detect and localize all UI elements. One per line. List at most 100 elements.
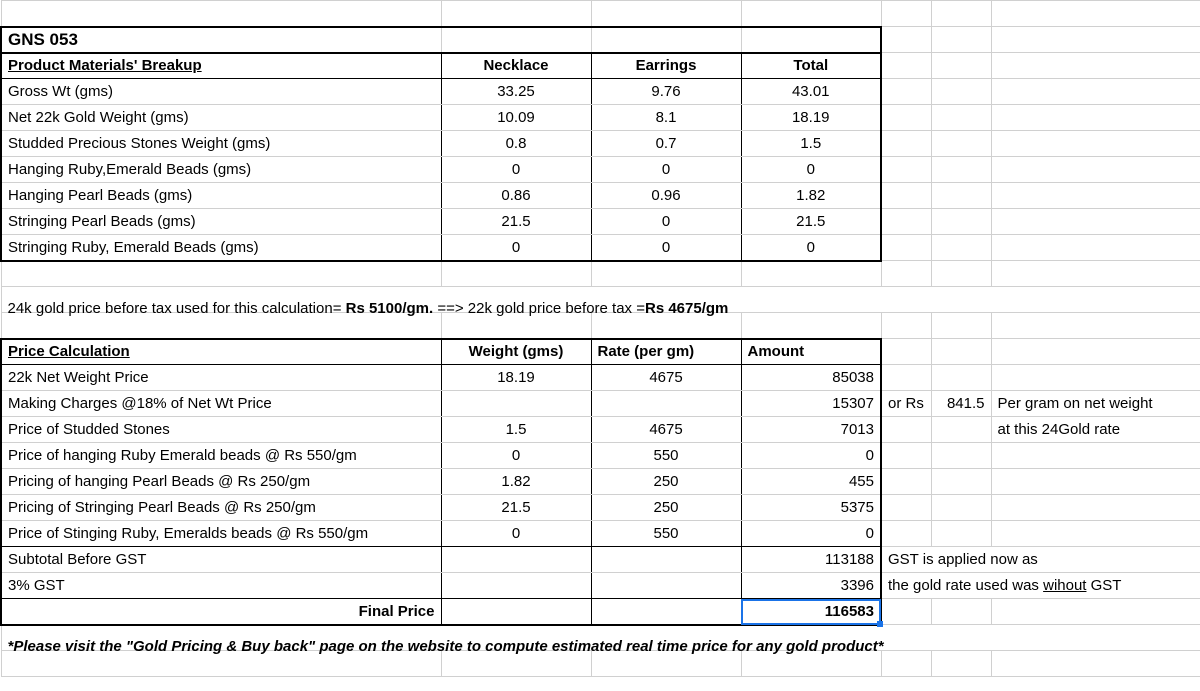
val[interactable]: 1.82 xyxy=(741,183,881,209)
label[interactable]: Price of Stinging Ruby, Emeralds beads @… xyxy=(1,521,441,547)
table-row: Hanging Pearl Beads (gms) 0.86 0.96 1.82 xyxy=(1,183,1200,209)
price-header-label[interactable]: Price Calculation xyxy=(1,339,441,365)
val[interactable]: 5375 xyxy=(741,495,881,521)
gold-note-cell[interactable]: 24k gold price before tax used for this … xyxy=(1,287,1200,313)
val[interactable]: 18.19 xyxy=(741,105,881,131)
val[interactable]: 1.5 xyxy=(741,131,881,157)
materials-col-earrings[interactable]: Earrings xyxy=(591,53,741,79)
val[interactable]: 0 xyxy=(741,235,881,261)
val[interactable]: 0 xyxy=(591,157,741,183)
val[interactable]: 0 xyxy=(741,521,881,547)
label[interactable]: Pricing of Stringing Pearl Beads @ Rs 25… xyxy=(1,495,441,521)
row-final: Final Price 116583 xyxy=(1,599,1200,625)
label[interactable]: Price of Studded Stones xyxy=(1,417,441,443)
final-amount[interactable]: 116583 xyxy=(741,599,881,625)
val[interactable]: 9.76 xyxy=(591,79,741,105)
price-col-weight[interactable]: Weight (gms) xyxy=(441,339,591,365)
val[interactable]: 18.19 xyxy=(441,365,591,391)
table-row: Making Charges @18% of Net Wt Price 1530… xyxy=(1,391,1200,417)
side-note: 841.5 xyxy=(931,391,991,417)
label[interactable]: Making Charges @18% of Net Wt Price xyxy=(1,391,441,417)
label[interactable]: Pricing of hanging Pearl Beads @ Rs 250/… xyxy=(1,469,441,495)
label[interactable]: Hanging Pearl Beads (gms) xyxy=(1,183,441,209)
side-note: or Rs xyxy=(881,391,931,417)
val[interactable]: 0 xyxy=(741,443,881,469)
val[interactable]: 0 xyxy=(441,235,591,261)
price-col-amount[interactable]: Amount xyxy=(741,339,881,365)
table-row: Stringing Pearl Beads (gms) 21.5 0 21.5 xyxy=(1,209,1200,235)
val[interactable]: 0 xyxy=(591,235,741,261)
label[interactable]: Net 22k Gold Weight (gms) xyxy=(1,105,441,131)
table-row: Price of hanging Ruby Emerald beads @ Rs… xyxy=(1,443,1200,469)
val[interactable]: 4675 xyxy=(591,365,741,391)
row-title: GNS 053 xyxy=(1,27,1200,53)
title-cell[interactable]: GNS 053 xyxy=(1,27,441,53)
val[interactable]: 0 xyxy=(741,157,881,183)
label[interactable]: 22k Net Weight Price xyxy=(1,365,441,391)
val[interactable] xyxy=(591,391,741,417)
gst-label[interactable]: 3% GST xyxy=(1,573,441,599)
label[interactable]: Hanging Ruby,Emerald Beads (gms) xyxy=(1,157,441,183)
val[interactable]: 0 xyxy=(441,521,591,547)
row-spacer xyxy=(1,1,1200,27)
val[interactable]: 15307 xyxy=(741,391,881,417)
gst2-u: wihout xyxy=(1043,577,1086,594)
val[interactable]: 455 xyxy=(741,469,881,495)
table-row: Gross Wt (gms) 33.25 9.76 43.01 xyxy=(1,79,1200,105)
label[interactable]: Studded Precious Stones Weight (gms) xyxy=(1,131,441,157)
val[interactable]: 0.86 xyxy=(441,183,591,209)
val[interactable]: 0 xyxy=(591,209,741,235)
val[interactable]: 21.5 xyxy=(741,209,881,235)
gst-amount[interactable]: 3396 xyxy=(741,573,881,599)
val[interactable]: 550 xyxy=(591,443,741,469)
materials-col-necklace[interactable]: Necklace xyxy=(441,53,591,79)
side-note-gst2: the gold rate used was wihout GST xyxy=(881,573,1200,599)
val[interactable]: 0.7 xyxy=(591,131,741,157)
table-row: Price of Studded Stones 1.5 4675 7013 at… xyxy=(1,417,1200,443)
materials-header-label[interactable]: Product Materials' Breakup xyxy=(1,53,441,79)
label[interactable]: Stringing Pearl Beads (gms) xyxy=(1,209,441,235)
table-row: 22k Net Weight Price 18.19 4675 85038 xyxy=(1,365,1200,391)
spreadsheet[interactable]: GNS 053 Product Materials' Breakup Neckl… xyxy=(0,0,1200,677)
footer-note: *Please visit the "Gold Pricing & Buy ba… xyxy=(1,625,1200,651)
table-row: Net 22k Gold Weight (gms) 10.09 8.1 18.1… xyxy=(1,105,1200,131)
side-note: at this 24Gold rate xyxy=(991,417,1200,443)
val[interactable]: 0.8 xyxy=(441,131,591,157)
side-note: Per gram on net weight xyxy=(991,391,1200,417)
val[interactable]: 33.25 xyxy=(441,79,591,105)
val[interactable]: 1.82 xyxy=(441,469,591,495)
val[interactable]: 10.09 xyxy=(441,105,591,131)
val[interactable]: 21.5 xyxy=(441,495,591,521)
price-col-rate[interactable]: Rate (per gm) xyxy=(591,339,741,365)
row-gst: 3% GST 3396 the gold rate used was wihou… xyxy=(1,573,1200,599)
val[interactable]: 1.5 xyxy=(441,417,591,443)
materials-header: Product Materials' Breakup Necklace Earr… xyxy=(1,53,1200,79)
row-blank xyxy=(1,313,1200,339)
val[interactable]: 0 xyxy=(441,157,591,183)
final-label[interactable]: Final Price xyxy=(1,599,441,625)
subtotal-label[interactable]: Subtotal Before GST xyxy=(1,547,441,573)
label[interactable]: Stringing Ruby, Emerald Beads (gms) xyxy=(1,235,441,261)
val[interactable] xyxy=(441,391,591,417)
val[interactable]: 0 xyxy=(441,443,591,469)
val[interactable]: 4675 xyxy=(591,417,741,443)
val[interactable]: 250 xyxy=(591,469,741,495)
row-gold-note: 24k gold price before tax used for this … xyxy=(1,287,1200,313)
val[interactable]: 21.5 xyxy=(441,209,591,235)
val[interactable]: 250 xyxy=(591,495,741,521)
subtotal-amount[interactable]: 113188 xyxy=(741,547,881,573)
label[interactable]: Gross Wt (gms) xyxy=(1,79,441,105)
val[interactable]: 550 xyxy=(591,521,741,547)
side-note: GST is applied now as xyxy=(881,547,1200,573)
materials-col-total[interactable]: Total xyxy=(741,53,881,79)
val[interactable]: 8.1 xyxy=(591,105,741,131)
gst2-post: GST xyxy=(1086,577,1121,594)
row-blank xyxy=(1,651,1200,677)
label[interactable]: Price of hanging Ruby Emerald beads @ Rs… xyxy=(1,443,441,469)
gst2-pre: the gold rate used was xyxy=(888,577,1043,594)
val[interactable]: 7013 xyxy=(741,417,881,443)
val[interactable]: 0.96 xyxy=(591,183,741,209)
val[interactable]: 85038 xyxy=(741,365,881,391)
val[interactable]: 43.01 xyxy=(741,79,881,105)
row-footer: *Please visit the "Gold Pricing & Buy ba… xyxy=(1,625,1200,651)
